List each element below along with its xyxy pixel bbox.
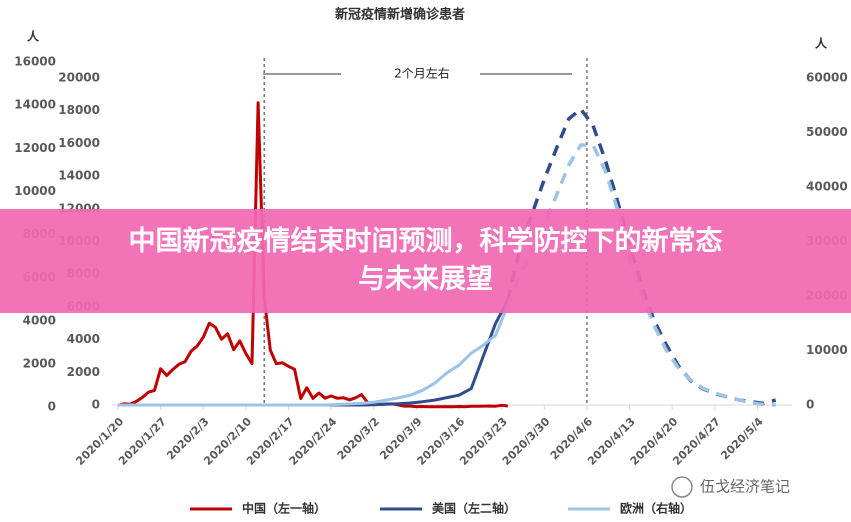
x-tick-label: 2020/5/4 [718, 415, 766, 463]
chart-title: 新冠疫情新增确诊患者 [335, 7, 465, 23]
y3-axis-label: 人 [815, 36, 828, 51]
y3-tick-label: 50000 [806, 125, 848, 139]
y3-tick-label: 60000 [806, 71, 848, 85]
x-tick-label: 2020/3/2 [335, 415, 382, 462]
y2-tick-label: 16000 [58, 136, 100, 150]
y2-tick-label: 20000 [58, 71, 100, 85]
legend-label: 欧洲（右轴） [620, 501, 692, 516]
banner-text: 中国新冠疫情结束时间预测，科学防控下的新常态 与未来展望 [36, 223, 816, 299]
legend-label: 中国（左一轴） [242, 501, 326, 516]
watermark-icon [671, 476, 693, 498]
annotation: 2个月左右 [394, 66, 450, 81]
series-line [117, 101, 508, 409]
y-tick-label: 16000 [14, 55, 56, 69]
y-axis-label: 人 [27, 29, 40, 44]
banner-line: 与未来展望 [358, 264, 493, 295]
y3-tick-label: 0 [806, 398, 814, 412]
series-line [118, 304, 510, 407]
banner-line: 中国新冠疫情结束时间预测，科学防控下的新常态 [128, 226, 723, 257]
legend-label: 美国（左二轴） [432, 501, 516, 516]
banner: 中国新冠疫情结束时间预测，科学防控下的新常态 与未来展望 [0, 209, 851, 313]
y2-tick-label: 14000 [58, 169, 100, 183]
y3-tick-label: 40000 [806, 180, 848, 194]
y-tick-label: 14000 [14, 98, 56, 112]
watermark: 伍戈经济笔记 [671, 476, 790, 498]
y2-tick-label: 2000 [67, 365, 100, 379]
series-line [118, 299, 510, 407]
y-tick-label: 10000 [14, 184, 56, 198]
y-tick-label: 4000 [23, 313, 56, 327]
y3-tick-label: 10000 [806, 343, 848, 357]
y-tick-label: 2000 [23, 356, 56, 370]
y2-tick-label: 0 [92, 398, 100, 412]
y2-tick-label: 4000 [67, 332, 100, 346]
watermark-text: 伍戈经济笔记 [700, 478, 790, 496]
y2-tick-label: 18000 [58, 103, 100, 117]
y-tick-label: 12000 [14, 141, 56, 155]
y-tick-label: 0 [48, 400, 56, 414]
